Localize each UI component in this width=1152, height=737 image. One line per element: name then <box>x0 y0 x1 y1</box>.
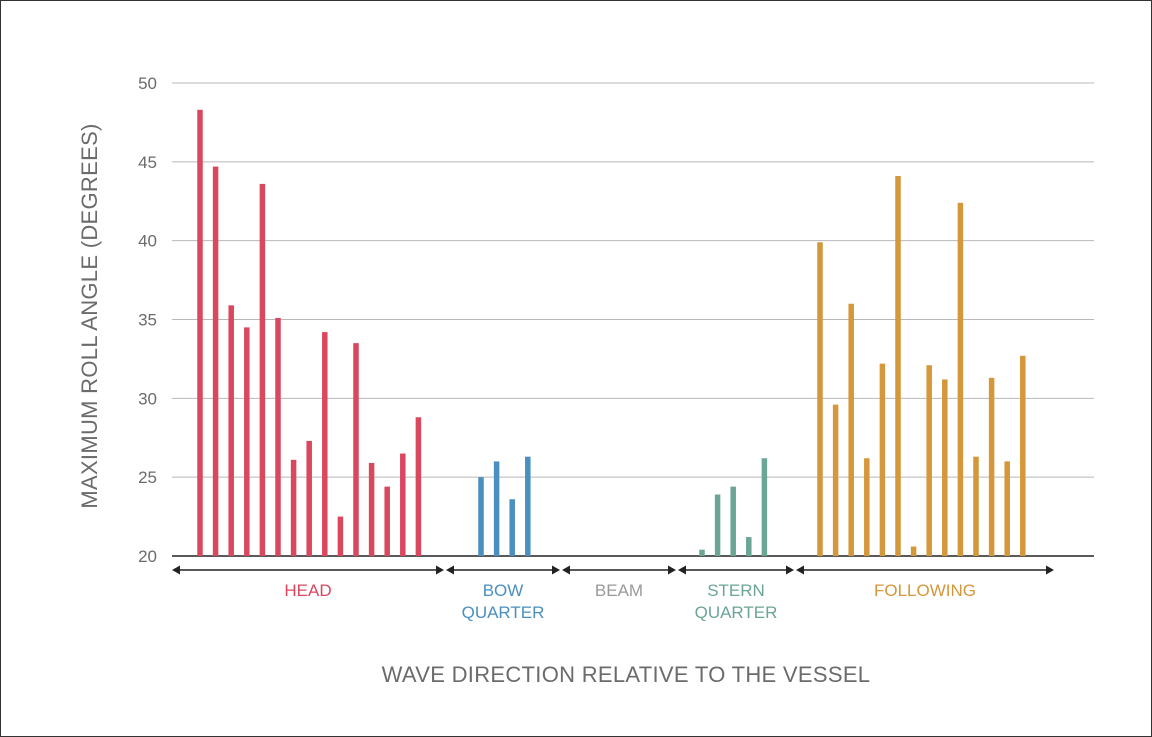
bar <box>1020 355 1026 556</box>
y-axis-title: MAXIMUM ROLL ANGLE (DEGREES) <box>77 123 102 508</box>
bar <box>973 456 979 556</box>
bar <box>730 486 736 556</box>
bar <box>384 486 390 556</box>
y-tick-label: 50 <box>138 74 157 93</box>
bar <box>525 456 531 556</box>
bar <box>926 365 932 556</box>
bar <box>290 459 297 556</box>
bar <box>848 303 854 556</box>
bar <box>879 363 886 556</box>
group-label: QUARTER <box>695 603 778 622</box>
group-label: STERN <box>707 581 765 600</box>
bar <box>337 516 344 556</box>
group-label: QUARTER <box>462 603 545 622</box>
y-tick-labels: 20 25 30 35 40 45 50 <box>138 74 157 566</box>
y-tick-label: 20 <box>138 547 157 566</box>
bar <box>275 317 281 556</box>
arrowhead-left <box>796 565 804 575</box>
y-tick-label: 40 <box>138 232 157 251</box>
bar <box>400 453 406 556</box>
direction-groups: HEAD BOW QUARTER BEAM STERN QUARTER FOLLOWING <box>172 565 1054 622</box>
bar <box>306 440 312 556</box>
bar <box>322 332 328 556</box>
bar <box>817 242 823 556</box>
bar <box>1004 461 1010 556</box>
group-label: BOW <box>483 581 524 600</box>
y-tick-label: 25 <box>138 468 157 487</box>
bar <box>493 461 500 556</box>
arrowhead-right <box>552 565 560 575</box>
bar <box>353 343 359 556</box>
bar <box>895 176 901 557</box>
arrowhead-left <box>172 565 180 575</box>
y-tick-label: 35 <box>138 311 157 330</box>
bar <box>910 546 917 556</box>
group-label: BEAM <box>595 581 643 600</box>
bar <box>761 458 768 556</box>
bar <box>832 404 839 556</box>
bar <box>746 537 752 556</box>
bar <box>228 305 234 556</box>
arrowhead-right <box>1046 565 1054 575</box>
arrowhead-left <box>446 565 454 575</box>
bar <box>714 494 721 556</box>
bars <box>197 109 1026 557</box>
bar <box>988 377 995 556</box>
bar <box>509 499 515 556</box>
group-label: HEAD <box>284 581 331 600</box>
bar <box>864 458 870 556</box>
group-label: FOLLOWING <box>874 581 976 600</box>
arrowhead-right <box>786 565 794 575</box>
bar <box>244 327 250 556</box>
bar <box>259 183 266 556</box>
bar <box>478 477 484 556</box>
bar <box>957 202 964 556</box>
y-tick-label: 45 <box>138 153 157 172</box>
arrowhead-right <box>436 565 444 575</box>
bar <box>197 109 203 556</box>
bar <box>415 417 422 556</box>
arrowhead-left <box>678 565 686 575</box>
y-tick-label: 30 <box>138 389 157 408</box>
bar <box>699 549 705 556</box>
bar <box>368 462 375 556</box>
arrowhead-left <box>562 565 570 575</box>
bar <box>212 166 219 556</box>
bar <box>942 379 948 556</box>
x-axis-title: WAVE DIRECTION RELATIVE TO THE VESSEL <box>382 662 871 687</box>
arrowhead-right <box>668 565 676 575</box>
